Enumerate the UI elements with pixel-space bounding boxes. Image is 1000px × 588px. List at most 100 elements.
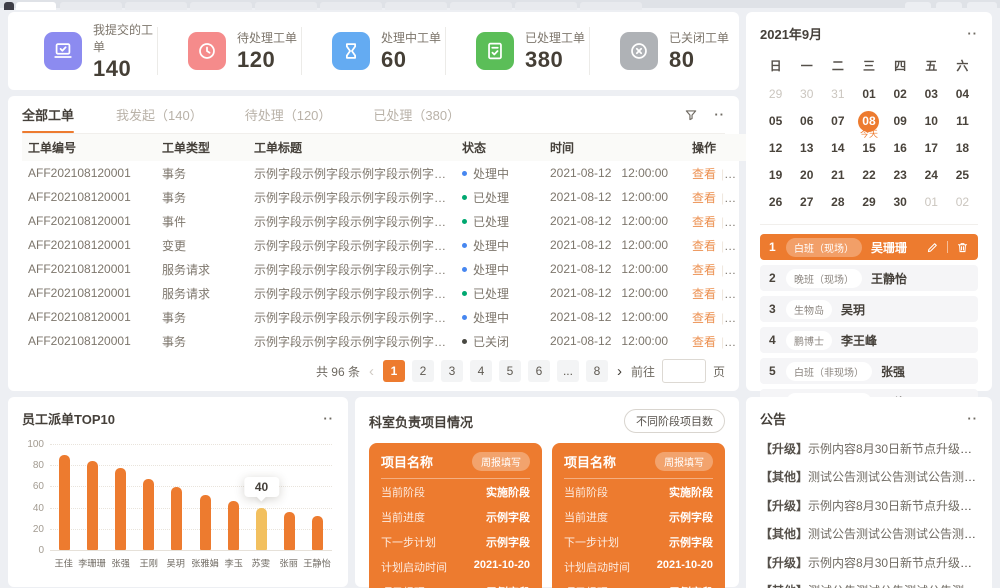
announcement-item-4[interactable]: 【其他】测试公告测试公告测试公告测试公告测试公告	[760, 525, 978, 542]
tab-workorders-3[interactable]: 已处理（380）	[373, 108, 461, 123]
tab-workorders-1[interactable]: 我发起（140）	[116, 108, 203, 123]
prev-page-button[interactable]: ‹	[368, 362, 374, 380]
weekly-report-badge[interactable]: 周报填写	[655, 452, 713, 471]
page-button-8[interactable]: 8	[585, 360, 608, 382]
calendar-day[interactable]: 10	[924, 114, 938, 128]
project-card-2[interactable]: 项目名称 周报填写 当前阶段 实施阶段 当前进度 示例字段 下一步计划 示例字段 计划启动时间 2…	[552, 443, 725, 588]
calendar-day[interactable]: 27	[800, 195, 814, 209]
calendar-day[interactable]: 29	[862, 195, 876, 209]
announcement-text: 示例内容8月30日新节点升级计划通知	[808, 555, 978, 570]
calendar-day[interactable]: 16	[893, 141, 907, 155]
shift-name: 张强	[881, 364, 906, 379]
status-dot-icon	[462, 315, 467, 321]
page-button-6[interactable]: 6	[527, 360, 550, 382]
view-link[interactable]: 查看	[692, 214, 717, 229]
shift-row-1[interactable]: 1 白班（现场） 吴珊珊	[760, 234, 978, 260]
calendar-day[interactable]: 26	[768, 195, 783, 209]
shift-row-3[interactable]: 3 生物岛 吴玥	[760, 296, 978, 322]
stat-card-4: 已关闭工单 80	[589, 27, 733, 75]
calendar-day[interactable]: 02	[893, 87, 907, 101]
page-button-1[interactable]: 1	[382, 360, 405, 382]
announcement-item-5[interactable]: 【升级】示例内容8月30日新节点升级计划通知	[760, 554, 978, 571]
shift-row-4[interactable]: 4 鹏博士 李王峰	[760, 327, 978, 353]
calendar-day[interactable]: 07	[831, 114, 845, 128]
calendar-day[interactable]: 18	[955, 141, 970, 155]
calendar-day[interactable]: 24	[924, 168, 938, 182]
calendar-day[interactable]: 19	[768, 168, 783, 182]
calendar-day[interactable]: 01	[924, 195, 938, 209]
shift-row-2[interactable]: 2 晚班（现场） 王静怡	[760, 265, 978, 291]
view-link[interactable]: 查看	[692, 286, 717, 301]
field-label: 项目经理	[381, 584, 425, 588]
weekly-report-badge[interactable]: 周报填写	[472, 452, 530, 471]
next-page-button[interactable]: ›	[616, 362, 622, 380]
stage-count-button[interactable]: 不同阶段项目数	[624, 409, 725, 433]
calendar-day[interactable]: 14	[831, 141, 845, 155]
trash-icon[interactable]	[956, 241, 969, 254]
calendar-day[interactable]: 22	[862, 168, 876, 182]
calendar-day[interactable]: 25	[955, 168, 970, 182]
calendar-day[interactable]: 17	[924, 141, 938, 155]
calendar-day[interactable]: 03	[924, 87, 938, 101]
weekday-label: 五	[925, 59, 938, 73]
clock-icon	[188, 32, 226, 70]
edit-icon[interactable]	[926, 241, 939, 254]
announcement-item-6[interactable]: 【其他】测试公告测试公告测试公告测试公告测试公告	[760, 582, 978, 588]
page-button-4[interactable]: 4	[469, 360, 492, 382]
project-card-1[interactable]: 项目名称 周报填写 当前阶段 实施阶段 当前进度 示例字段 下一步计划 示例字段 计划启动时间 2…	[369, 443, 542, 588]
more-icon[interactable]: ··	[967, 26, 978, 41]
field-label: 下一步计划	[381, 536, 436, 549]
view-link[interactable]: 查看	[692, 262, 717, 277]
calendar-day[interactable]: 28	[831, 195, 845, 209]
page-button-3[interactable]: 3	[440, 360, 463, 382]
calendar-day[interactable]: 30	[800, 87, 814, 101]
time-text: 12:00:00	[621, 214, 669, 228]
shift-tag: 白班（非现场）	[786, 361, 872, 381]
view-link[interactable]: 查看	[692, 334, 717, 349]
calendar-day[interactable]: 20	[800, 168, 814, 182]
project-field-row: 当前阶段 实施阶段	[381, 479, 530, 504]
filter-icon[interactable]	[684, 108, 698, 122]
bar-李珊珊	[86, 460, 98, 550]
page-button-5[interactable]: 5	[498, 360, 521, 382]
calendar-day[interactable]: 15	[862, 141, 876, 155]
announcement-item-3[interactable]: 【升级】示例内容8月30日新节点升级计划通知	[760, 497, 978, 514]
calendar-day[interactable]: 23	[893, 168, 907, 182]
page-button-2[interactable]: 2	[411, 360, 434, 382]
calendar-day[interactable]: 01	[862, 87, 876, 101]
calendar-day[interactable]: 02	[955, 195, 970, 209]
calendar-day[interactable]: 31	[831, 87, 845, 101]
calendar-day[interactable]: 04	[955, 87, 970, 101]
page-button-...[interactable]: ...	[556, 360, 579, 382]
view-link[interactable]: 查看	[692, 166, 717, 181]
x-tick-label: 张雅娟	[190, 559, 219, 570]
calendar-day[interactable]: 11	[956, 114, 969, 128]
calendar-day[interactable]: 29	[768, 87, 783, 101]
project-field-row: 当前进度 示例字段	[381, 504, 530, 529]
more-icon[interactable]: ··	[714, 107, 725, 122]
calendar-day[interactable]: 06	[800, 114, 814, 128]
tab-workorders-2[interactable]: 待处理（120）	[244, 108, 332, 123]
more-icon[interactable]: ··	[967, 411, 978, 426]
calendar-day[interactable]: 08 今天	[853, 109, 884, 139]
action-divider: |	[721, 166, 725, 181]
shift-index: 1	[769, 240, 776, 254]
cell-status: 处理中	[456, 161, 544, 185]
calendar-day[interactable]: 30	[893, 195, 907, 209]
shift-row-5[interactable]: 5 白班（非现场） 张强	[760, 358, 978, 384]
goto-page-input[interactable]	[661, 359, 706, 383]
announcement-item-2[interactable]: 【其他】测试公告测试公告测试公告测试公告测试公告	[760, 468, 978, 485]
view-link[interactable]: 查看	[692, 238, 717, 253]
cell-status: 处理中	[456, 233, 544, 257]
calendar-day[interactable]: 05	[768, 114, 783, 128]
view-link[interactable]: 查看	[692, 310, 717, 325]
view-link[interactable]: 查看	[692, 190, 717, 205]
tab-workorders-0[interactable]: 全部工单	[22, 96, 75, 133]
cell-order-id: AFF202108120001	[28, 334, 131, 348]
calendar-day[interactable]: 13	[800, 141, 814, 155]
calendar-day[interactable]: 09	[893, 114, 907, 128]
more-icon[interactable]: ··	[323, 411, 334, 426]
calendar-day[interactable]: 12	[768, 141, 783, 155]
calendar-day[interactable]: 21	[831, 168, 845, 182]
announcement-item-1[interactable]: 【升级】示例内容8月30日新节点升级计划通知	[760, 440, 978, 457]
